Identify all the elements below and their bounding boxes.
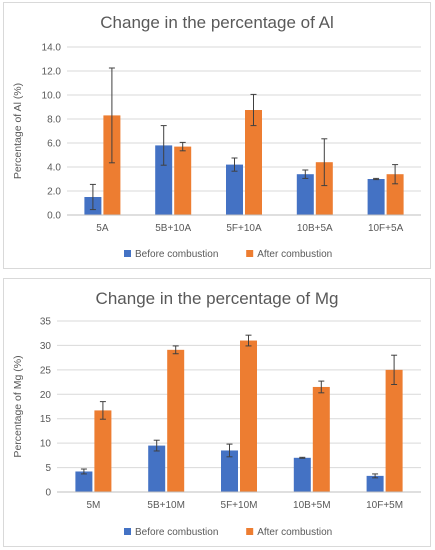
y-tick-label: 14.0 [42,43,62,54]
bar [312,386,330,492]
bar [366,475,384,492]
legend-label: Before combustion [135,527,218,538]
y-tick-label: 0.0 [47,211,61,222]
x-tick-label: 10B+5A [297,223,333,234]
bar [315,162,333,215]
bar [148,445,166,492]
al-chart-panel: Change in the percentage of Al 0.0 2.0 4.0… [3,2,431,269]
bar [386,174,404,215]
al-chart-title: Change in the percentage of Al [100,13,334,32]
y-tick-label: 5 [45,463,51,474]
y-tick-label: 0 [45,488,51,499]
legend-swatch [246,250,254,257]
bar [75,471,93,492]
bar [367,179,385,215]
x-tick-label: 10F+5A [368,223,404,234]
bar [174,146,192,215]
bar [293,457,311,492]
bar [240,340,257,492]
y-tick-label: 25 [40,365,52,376]
mg-chart-title: Change in the percentage of Mg [95,289,339,308]
legend-label: Before combustion [135,249,218,260]
x-tick-label: 10B+5M [293,500,331,511]
mg-chart-panel: Change in the percentage of Mg 0 5 10 15 20 2… [3,278,431,547]
legend-swatch [246,528,254,535]
bar [103,115,121,215]
y-tick-label: 2.0 [47,187,61,198]
y-tick-label: 10.0 [42,91,62,102]
y-tick-label: 30 [40,341,52,352]
x-tick-label: 5F+10M [221,500,258,511]
legend-label: After combustion [257,527,332,538]
bar [245,110,262,215]
x-tick-label: 5M [86,500,100,511]
y-tick-label: 4.0 [47,163,61,174]
bar [226,164,243,215]
bar [296,174,314,215]
bar [385,369,403,492]
bar [167,349,185,492]
x-tick-label: 5A [96,223,109,234]
legend-label: After combustion [257,249,332,260]
y-axis-title: Percentage of Mg (%) [12,355,24,457]
y-axis-title: Percentage of Al (%) [12,83,24,179]
x-tick-label: 5B+10A [155,223,191,234]
bar [221,450,238,492]
y-tick-label: 6.0 [47,139,61,150]
x-tick-label: 5B+10M [147,500,185,511]
y-tick-label: 10 [40,439,52,450]
legend-swatch [124,250,131,257]
y-tick-label: 8.0 [47,115,61,126]
mg-chart-svg: 0 5 10 15 20 25 30 35 Percentage of Mg (%) 5M 5B+1… [12,317,421,538]
y-tick-label: 20 [40,390,52,401]
legend-swatch [124,528,131,535]
x-tick-label: 5F+10A [226,223,262,234]
y-tick-label: 15 [40,414,52,425]
bar [155,145,173,215]
bar [94,410,112,492]
al-chart-svg: 0.0 2.0 4.0 6.0 8.0 10.0 12.0 14.0 Percentage of… [12,43,421,260]
y-tick-label: 12.0 [42,67,62,78]
y-tick-label: 35 [40,317,52,328]
x-tick-label: 10F+5M [366,500,403,511]
